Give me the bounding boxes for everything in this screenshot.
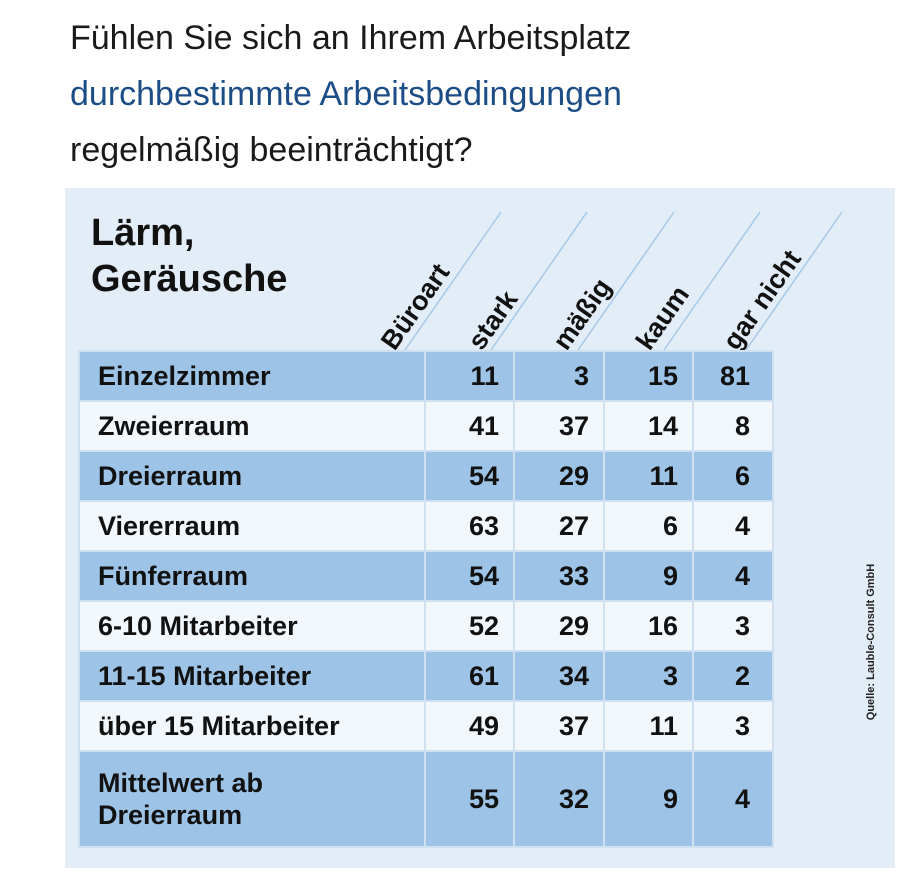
cell-stark: 52 xyxy=(424,600,515,652)
cell-maessig: 37 xyxy=(513,400,605,452)
cell-kaum: 15 xyxy=(603,350,694,402)
header-divider-line xyxy=(745,211,843,351)
table-row: über 15 Mitarbeiter 49 37 11 3 xyxy=(78,700,774,752)
question-line-3: regelmäßig beeinträchtigt? xyxy=(70,131,473,169)
cell-stark: 54 xyxy=(424,550,515,602)
cell-gar-nicht: 3 xyxy=(692,600,774,652)
cell-gar-nicht: 4 xyxy=(692,550,774,602)
row-label: über 15 Mitarbeiter xyxy=(78,700,426,752)
table-row: 6-10 Mitarbeiter 52 29 16 3 xyxy=(78,600,774,652)
cell-stark: 41 xyxy=(424,400,515,452)
cell-stark: 11 xyxy=(424,350,515,402)
table-topic-line-1: Lärm, xyxy=(91,212,195,254)
cell-gar-nicht: 2 xyxy=(692,650,774,702)
cell-gar-nicht: 8 xyxy=(692,400,774,452)
row-label: Fünferraum xyxy=(78,550,426,602)
row-label: Dreierraum xyxy=(78,450,426,502)
row-label: 6-10 Mitarbeiter xyxy=(78,600,426,652)
cell-gar-nicht: 3 xyxy=(692,700,774,752)
cell-gar-nicht: 6 xyxy=(692,450,774,502)
header-divider-line xyxy=(577,211,675,351)
cell-kaum: 16 xyxy=(603,600,694,652)
table-row: Dreierraum 54 29 11 6 xyxy=(78,450,774,502)
survey-table-panel: Lärm, Geräusche Büroart stark mäßig kaum… xyxy=(65,188,895,868)
table-row: Einzelzimmer 11 3 15 81 xyxy=(78,350,774,402)
cell-kaum: 11 xyxy=(603,450,694,502)
cell-kaum: 6 xyxy=(603,500,694,552)
cell-gar-nicht: 4 xyxy=(692,750,774,848)
cell-kaum: 3 xyxy=(603,650,694,702)
table-topic: Lärm, Geräusche xyxy=(91,210,287,302)
source-note-text: Quelle: Lauble-Consult GmbH xyxy=(865,563,877,721)
row-label: Viererraum xyxy=(78,500,426,552)
cell-maessig: 32 xyxy=(513,750,605,848)
cell-stark: 55 xyxy=(424,750,515,848)
cell-maessig: 29 xyxy=(513,450,605,502)
cell-maessig: 34 xyxy=(513,650,605,702)
table-row: 11-15 Mitarbeiter 61 34 3 2 xyxy=(78,650,774,702)
cell-maessig: 37 xyxy=(513,700,605,752)
row-label: Zweierraum xyxy=(78,400,426,452)
cell-maessig: 29 xyxy=(513,600,605,652)
cell-maessig: 27 xyxy=(513,500,605,552)
data-table: Einzelzimmer 11 3 15 81 Zweierraum 41 37… xyxy=(78,350,774,848)
cell-gar-nicht: 4 xyxy=(692,500,774,552)
row-label: Einzelzimmer xyxy=(78,350,426,402)
table-row-summary: Mittelwert ab Dreierraum 55 32 9 4 xyxy=(78,750,774,848)
cell-stark: 61 xyxy=(424,650,515,702)
table-row: Zweierraum 41 37 14 8 xyxy=(78,400,774,452)
header-divider-line xyxy=(663,211,761,351)
cell-gar-nicht: 81 xyxy=(692,350,774,402)
table-row: Viererraum 63 27 6 4 xyxy=(78,500,774,552)
cell-kaum: 11 xyxy=(603,700,694,752)
header-divider-lines xyxy=(404,211,843,351)
cell-kaum: 9 xyxy=(603,750,694,848)
question-line-1: Fühlen Sie sich an Ihrem Arbeitsplatz xyxy=(70,19,632,57)
header-divider-line xyxy=(404,211,502,351)
cell-stark: 49 xyxy=(424,700,515,752)
cell-maessig: 33 xyxy=(513,550,605,602)
cell-stark: 54 xyxy=(424,450,515,502)
cell-stark: 63 xyxy=(424,500,515,552)
header-divider-line xyxy=(490,211,588,351)
question-line-2-highlight: durchbestimmte Arbeitsbedingungen xyxy=(70,75,622,113)
cell-maessig: 3 xyxy=(513,350,605,402)
cell-kaum: 14 xyxy=(603,400,694,452)
row-label-summary-line-1: Mittelwert ab xyxy=(98,768,264,798)
cell-kaum: 9 xyxy=(603,550,694,602)
row-label-summary-line-2: Dreierraum xyxy=(98,800,243,830)
row-label: 11-15 Mitarbeiter xyxy=(78,650,426,702)
row-label-summary: Mittelwert ab Dreierraum xyxy=(78,750,426,848)
table-topic-line-2: Geräusche xyxy=(91,258,288,300)
table-row: Fünferraum 54 33 9 4 xyxy=(78,550,774,602)
